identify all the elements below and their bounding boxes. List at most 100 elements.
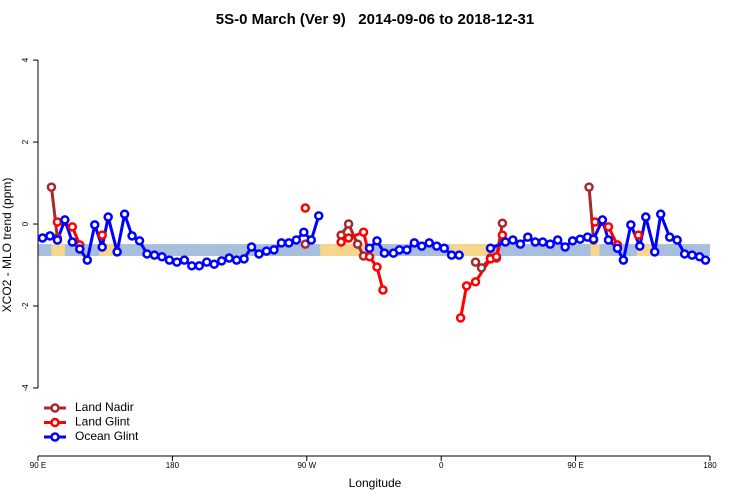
data-point bbox=[545, 239, 555, 249]
data-point bbox=[97, 242, 107, 252]
x-tick-label: 90 W bbox=[297, 461, 316, 470]
data-point bbox=[687, 250, 697, 260]
data-point bbox=[187, 261, 197, 271]
data-point bbox=[560, 242, 570, 252]
data-point bbox=[261, 246, 272, 256]
data-point bbox=[485, 243, 496, 253]
y-tick-label: 4 bbox=[21, 57, 30, 62]
data-point bbox=[343, 233, 354, 243]
data-point bbox=[300, 203, 311, 213]
data-marks bbox=[37, 182, 711, 323]
data-point bbox=[299, 227, 309, 237]
data-point bbox=[597, 215, 608, 225]
data-point bbox=[655, 209, 666, 219]
x-tick-label: 90 E bbox=[567, 461, 583, 470]
highlight-band bbox=[590, 244, 600, 256]
y-tick-label: 2 bbox=[21, 139, 30, 144]
data-point bbox=[454, 250, 464, 260]
data-point bbox=[67, 237, 78, 247]
data-point bbox=[626, 220, 636, 230]
data-point bbox=[446, 250, 457, 260]
reference-band-group bbox=[38, 244, 710, 256]
data-point bbox=[603, 222, 614, 232]
y-axis-title: XCO2 - MLO trend (ppm) bbox=[0, 178, 14, 313]
data-point bbox=[284, 238, 294, 248]
data-point bbox=[664, 232, 675, 242]
data-point bbox=[378, 285, 388, 295]
data-point bbox=[60, 215, 70, 225]
data-point bbox=[157, 252, 167, 262]
data-point bbox=[142, 249, 152, 259]
data-point bbox=[343, 219, 354, 229]
data-point bbox=[523, 232, 533, 242]
data-point bbox=[46, 182, 57, 192]
data-point bbox=[588, 234, 599, 244]
x-axis-title: Longitude bbox=[349, 476, 402, 490]
data-point bbox=[455, 313, 466, 323]
data-point bbox=[364, 252, 375, 262]
data-point bbox=[379, 248, 390, 258]
data-point bbox=[103, 212, 113, 222]
data-point bbox=[612, 243, 623, 253]
data-point bbox=[37, 233, 48, 243]
data-point bbox=[515, 239, 526, 249]
data-point bbox=[530, 237, 541, 247]
data-point bbox=[424, 238, 435, 248]
data-point bbox=[336, 237, 346, 247]
data-point bbox=[134, 236, 145, 246]
data-point bbox=[700, 255, 711, 265]
data-point bbox=[679, 249, 690, 259]
data-point bbox=[417, 241, 427, 251]
data-point bbox=[641, 212, 651, 222]
data-point bbox=[201, 257, 212, 267]
data-point bbox=[149, 250, 160, 260]
data-point bbox=[497, 218, 508, 228]
data-point bbox=[372, 262, 382, 272]
x-tick-label: 90 E bbox=[30, 461, 46, 470]
data-point bbox=[216, 256, 227, 266]
data-point bbox=[500, 237, 511, 247]
data-point bbox=[409, 238, 420, 248]
x-tick-label: 180 bbox=[703, 461, 717, 470]
data-point bbox=[276, 238, 287, 248]
data-point bbox=[552, 235, 563, 245]
data-point bbox=[254, 249, 264, 259]
data-point bbox=[618, 255, 629, 265]
data-point bbox=[209, 259, 219, 269]
legend-label: Ocean Glint bbox=[75, 429, 139, 443]
data-point bbox=[633, 230, 644, 240]
data-point bbox=[269, 245, 279, 255]
data-point bbox=[649, 247, 660, 257]
data-point bbox=[476, 263, 487, 273]
data-point bbox=[470, 257, 481, 267]
data-point bbox=[603, 235, 614, 245]
highlight-band bbox=[51, 244, 65, 256]
data-point bbox=[119, 209, 130, 219]
data-point bbox=[246, 242, 257, 252]
y-tick-label: -2 bbox=[21, 302, 30, 310]
data-point bbox=[508, 235, 518, 245]
data-point bbox=[239, 254, 249, 264]
data-point bbox=[590, 217, 600, 227]
data-point bbox=[291, 235, 302, 245]
data-point bbox=[179, 255, 190, 265]
data-point bbox=[67, 222, 78, 232]
data-point bbox=[45, 231, 55, 241]
data-point bbox=[224, 253, 234, 263]
data-point bbox=[372, 236, 382, 246]
data-point bbox=[300, 239, 311, 249]
data-point bbox=[89, 220, 100, 230]
data-point bbox=[402, 245, 412, 255]
legend-marker bbox=[50, 432, 60, 442]
chart-title: 5S-0 March (Ver 9) 2014-09-06 to 2018-12… bbox=[216, 11, 535, 28]
data-point bbox=[164, 255, 175, 265]
legend-label: Land Nadir bbox=[75, 400, 134, 414]
data-point bbox=[194, 261, 205, 271]
data-point bbox=[313, 211, 324, 221]
data-point bbox=[584, 182, 594, 192]
data-point bbox=[82, 255, 93, 265]
data-point bbox=[635, 241, 645, 251]
data-point bbox=[431, 241, 442, 251]
